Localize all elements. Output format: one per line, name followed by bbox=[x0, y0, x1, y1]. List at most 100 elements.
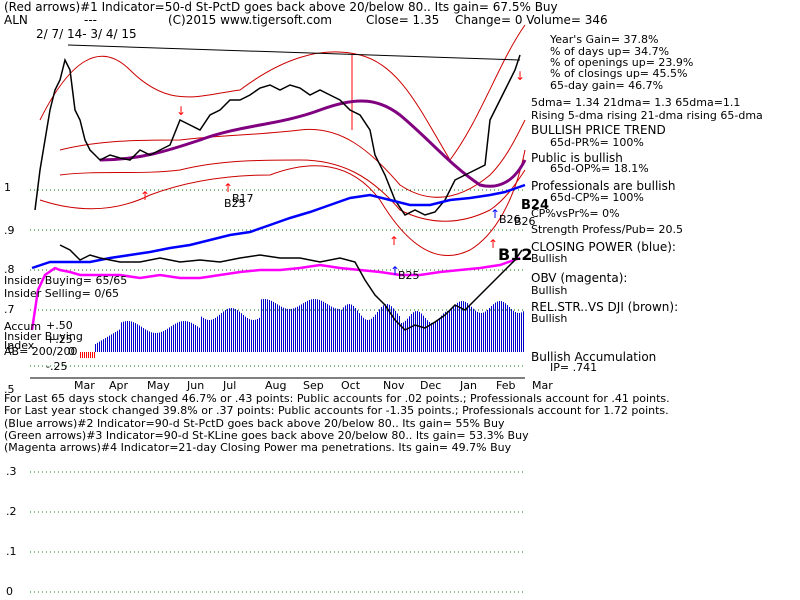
accum-bar bbox=[97, 342, 98, 352]
accum-bar bbox=[327, 304, 328, 352]
month-label: Apr bbox=[109, 379, 129, 392]
accum-bar bbox=[123, 321, 124, 352]
month-label: Aug bbox=[265, 379, 287, 392]
insider-buying-2: Insider Buying bbox=[4, 330, 83, 343]
accum-bar bbox=[399, 316, 400, 352]
price-line bbox=[34, 54, 521, 216]
date-range-label: 2/ 7/ 14- 3/ 4/ 15 bbox=[36, 27, 137, 41]
accum-bar bbox=[201, 316, 202, 352]
accum-bar bbox=[325, 302, 326, 352]
accum-bar bbox=[479, 312, 480, 352]
accum-bar bbox=[377, 311, 378, 352]
accum-bar bbox=[117, 330, 118, 352]
accum-bar bbox=[115, 332, 116, 352]
accum-bar bbox=[137, 324, 138, 352]
stats-row: 65d-OP%= 18.1% bbox=[550, 162, 649, 175]
month-label: Nov bbox=[383, 379, 405, 392]
accum-bar bbox=[275, 303, 276, 352]
accum-bar bbox=[507, 305, 508, 352]
gridlines bbox=[30, 189, 525, 593]
accum-bar bbox=[147, 330, 148, 352]
accum-bar bbox=[245, 316, 246, 352]
accum-bar bbox=[303, 303, 304, 352]
accum-bar bbox=[223, 311, 224, 352]
y-tick-1: 1 bbox=[4, 181, 11, 194]
accum-bar bbox=[321, 300, 322, 352]
accum-bar bbox=[403, 322, 404, 352]
red-arrows: ↑ ↓ ↑ ↑ ↑ ↓ bbox=[140, 69, 525, 251]
accum-bar bbox=[141, 326, 142, 352]
accum-bar bbox=[451, 308, 452, 352]
accum-bar bbox=[199, 327, 200, 352]
accum-p50: +.50 bbox=[46, 319, 73, 332]
signal-b12: B12 bbox=[498, 245, 533, 264]
stats-row: Bullish bbox=[531, 312, 568, 325]
change-volume-label: Change= 0 Volume= 346 bbox=[455, 13, 608, 27]
accum-bar bbox=[449, 311, 450, 352]
accum-bar bbox=[109, 335, 110, 352]
accum-bar bbox=[419, 311, 420, 352]
accum-bar bbox=[259, 317, 260, 352]
ticker-label: ALN bbox=[4, 13, 28, 27]
accum-bar bbox=[489, 308, 490, 352]
accum-bar bbox=[505, 303, 506, 352]
accum-bar bbox=[387, 304, 388, 352]
accum-bar bbox=[135, 323, 136, 352]
stats-row: % of closings up= 45.5% bbox=[550, 67, 688, 80]
accum-bar bbox=[261, 299, 262, 352]
accum-bar bbox=[353, 305, 354, 352]
accum-bar bbox=[351, 304, 352, 352]
accum-bar bbox=[333, 307, 334, 352]
accum-bar bbox=[167, 328, 168, 352]
accum-bar bbox=[437, 320, 438, 352]
svg-text:↑: ↑ bbox=[140, 189, 150, 203]
accum-bar bbox=[235, 308, 236, 352]
accumulation-bars bbox=[80, 299, 524, 358]
accum-bar bbox=[461, 301, 462, 352]
accum-bar bbox=[151, 332, 152, 352]
accum-bar bbox=[209, 319, 210, 352]
accum-bar bbox=[293, 308, 294, 352]
accum-bar bbox=[163, 331, 164, 352]
accum-bar bbox=[193, 323, 194, 352]
accum-bar bbox=[105, 338, 106, 352]
accum-bar bbox=[215, 317, 216, 352]
accum-bar bbox=[409, 316, 410, 352]
accum-bar bbox=[233, 308, 234, 352]
accum-bar bbox=[217, 316, 218, 352]
accum-bar bbox=[473, 308, 474, 352]
accum-bar bbox=[285, 308, 286, 352]
distribution-bar bbox=[84, 352, 85, 358]
accum-bar bbox=[475, 310, 476, 352]
accum-bar bbox=[161, 331, 162, 352]
insider-buying-label: Insider Buying= 65/65 bbox=[4, 274, 128, 287]
accum-bar bbox=[283, 307, 284, 352]
accum-bar bbox=[483, 312, 484, 352]
accum-bar bbox=[289, 308, 290, 352]
accum-bar bbox=[439, 317, 440, 352]
accum-bar bbox=[355, 308, 356, 352]
accum-bar bbox=[423, 315, 424, 352]
accum-bar bbox=[511, 309, 512, 352]
stats-row: IP= .741 bbox=[550, 361, 598, 374]
accum-bar bbox=[329, 305, 330, 352]
accum-bar bbox=[341, 309, 342, 352]
accum-bar bbox=[463, 301, 464, 352]
month-label: May bbox=[147, 379, 170, 392]
accum-bar bbox=[453, 306, 454, 352]
accum-bar bbox=[271, 300, 272, 352]
accum-bar bbox=[493, 304, 494, 352]
accum-bar bbox=[249, 319, 250, 352]
svg-text:↑: ↑ bbox=[488, 237, 498, 251]
accum-bar bbox=[465, 301, 466, 352]
accum-bar bbox=[413, 312, 414, 352]
month-label: Dec bbox=[420, 379, 442, 392]
accum-bar bbox=[405, 320, 406, 352]
y-tick-06: .6 bbox=[4, 343, 15, 356]
stats-row: CP%vsPr%= 0% bbox=[531, 207, 620, 220]
stats-row: 65d-CP%= 100% bbox=[550, 191, 644, 204]
accum-bar bbox=[207, 319, 208, 352]
accum-bar bbox=[187, 321, 188, 352]
accum-bar bbox=[101, 340, 102, 352]
accum-bar bbox=[287, 308, 288, 352]
